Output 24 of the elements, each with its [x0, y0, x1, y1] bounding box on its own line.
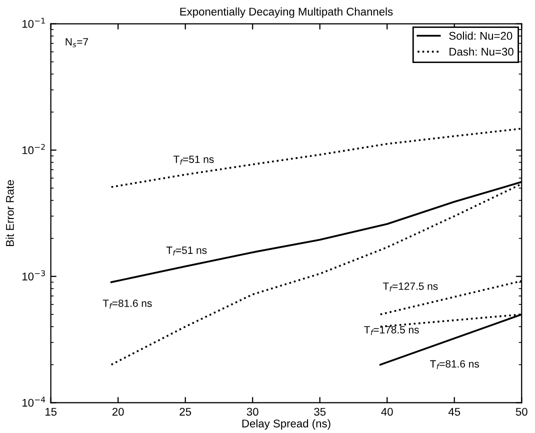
- annotation: T$_{f}$=127.5 ns: [382, 282, 438, 292]
- x-tick-label: 45: [448, 408, 460, 416]
- annotation: T$_{f}$=51 ns: [173, 156, 214, 165]
- x-tick-label: 25: [180, 408, 192, 416]
- annotation: T$_{f}$=81.6 ns: [430, 360, 480, 370]
- x-tick-label: 50: [516, 408, 528, 416]
- y-tick-label: 10$^{−4}$: [22, 396, 46, 407]
- annotation: T$_{f}$=178.5 ns: [364, 326, 419, 336]
- legend-label: Dash: Nu=30: [450, 48, 514, 56]
- x-axis-title: Delay Spread (ns): [242, 419, 330, 430]
- x-tick-label: 40: [381, 408, 393, 416]
- legend-label: Solid: Nu=20: [449, 32, 512, 40]
- x-tick-label: 35: [314, 408, 326, 416]
- annotation: T$_{f}$=51 ns: [166, 246, 207, 256]
- x-tick-label: 20: [112, 408, 124, 416]
- x-tick-label: 15: [45, 408, 57, 416]
- y-tick-label: 10$^{−2}$: [22, 144, 45, 154]
- chart-title: Exponentially Decaying Multipath Channels: [180, 7, 393, 18]
- x-tick-label: 30: [246, 408, 258, 416]
- annotation: N$_{s}$=7: [66, 38, 88, 48]
- y-axis-title: Bit Error Rate: [6, 180, 14, 246]
- y-tick-label: 10$^{−3}$: [22, 270, 45, 280]
- y-tick-label: 10$^{−1}$: [22, 18, 45, 28]
- annotation: T$_{f}$=81.6 ns: [102, 300, 152, 309]
